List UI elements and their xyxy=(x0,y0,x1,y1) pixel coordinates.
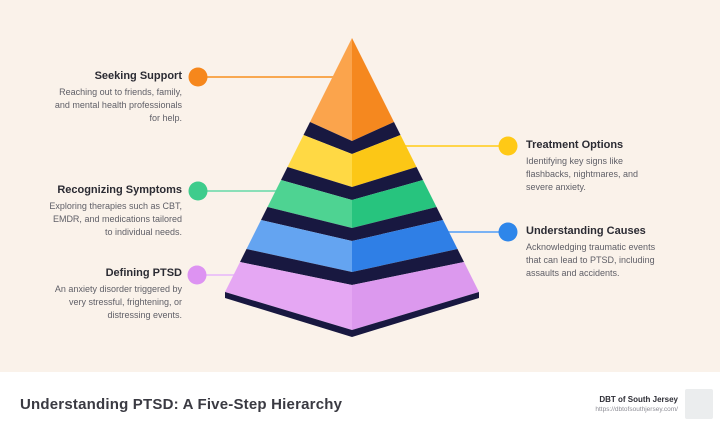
tier-edge-band-3 xyxy=(261,207,443,241)
tier4-face-right xyxy=(352,220,458,272)
brand-url: https://dbtofsouthjersey.com/ xyxy=(595,405,678,413)
dot-defining-ptsd xyxy=(187,265,207,285)
tier-edge-band-1 xyxy=(303,122,401,154)
pyramid-diagram-area: Seeking Support Reaching out to friends,… xyxy=(0,0,720,373)
dot-understanding-causes xyxy=(498,222,518,242)
level-description: An anxiety disorder triggered by very st… xyxy=(54,284,182,320)
footer-bar: Understanding PTSD: A Five-Step Hierarch… xyxy=(0,372,720,436)
level-description: Identifying key signs like flashbacks, n… xyxy=(526,156,639,192)
level-title: Defining PTSD xyxy=(105,267,182,279)
tier2-face-right xyxy=(352,135,417,187)
level-title: Treatment Options xyxy=(526,139,624,151)
label-defining-ptsd: Defining PTSD An anxiety disorder trigge… xyxy=(34,266,182,322)
tier2-face-left xyxy=(287,135,352,187)
connector-dots xyxy=(187,67,518,285)
tier3-face-right xyxy=(352,180,437,228)
level-description: Exploring therapies such as CBT, EMDR, a… xyxy=(49,201,182,237)
page-title: Understanding PTSD: A Five-Step Hierarch… xyxy=(20,395,343,413)
level-title: Seeking Support xyxy=(94,70,182,82)
brand-text: DBT of South Jersey https://dbtofsouthje… xyxy=(595,395,678,414)
tier1-face-right xyxy=(352,38,394,141)
brand-logo xyxy=(685,389,713,419)
label-understanding-causes: Understanding Causes Acknowledging traum… xyxy=(526,224,678,280)
pyramid-svg xyxy=(187,38,518,337)
dot-seeking-support xyxy=(188,67,208,87)
tier-edge-band-4 xyxy=(240,249,464,285)
pyramid xyxy=(225,38,479,337)
tier4-face-left xyxy=(246,220,352,272)
dot-treatment-options xyxy=(498,136,518,156)
dot-recognizing-symptoms xyxy=(188,181,208,201)
label-recognizing-symptoms: Recognizing Symptoms Exploring therapies… xyxy=(28,183,182,239)
level-description: Reaching out to friends, family, and men… xyxy=(54,87,182,123)
tier5-face-left xyxy=(225,262,352,330)
level-title: Understanding Causes xyxy=(526,225,646,237)
tier1-face-left xyxy=(310,38,352,141)
label-seeking-support: Seeking Support Reaching out to friends,… xyxy=(34,69,182,125)
level-title: Recognizing Symptoms xyxy=(57,184,182,196)
brand-area: DBT of South Jersey https://dbtofsouthje… xyxy=(595,389,713,419)
label-treatment-options: Treatment Options Identifying key signs … xyxy=(526,138,672,194)
level-description: Acknowledging traumatic events that can … xyxy=(526,242,656,278)
brand-name: DBT of South Jersey xyxy=(599,394,678,404)
tier-edge-band-2 xyxy=(281,167,423,200)
connector-lines xyxy=(197,76,508,276)
tier3-face-left xyxy=(267,180,352,228)
tier5-face-right xyxy=(352,262,479,330)
